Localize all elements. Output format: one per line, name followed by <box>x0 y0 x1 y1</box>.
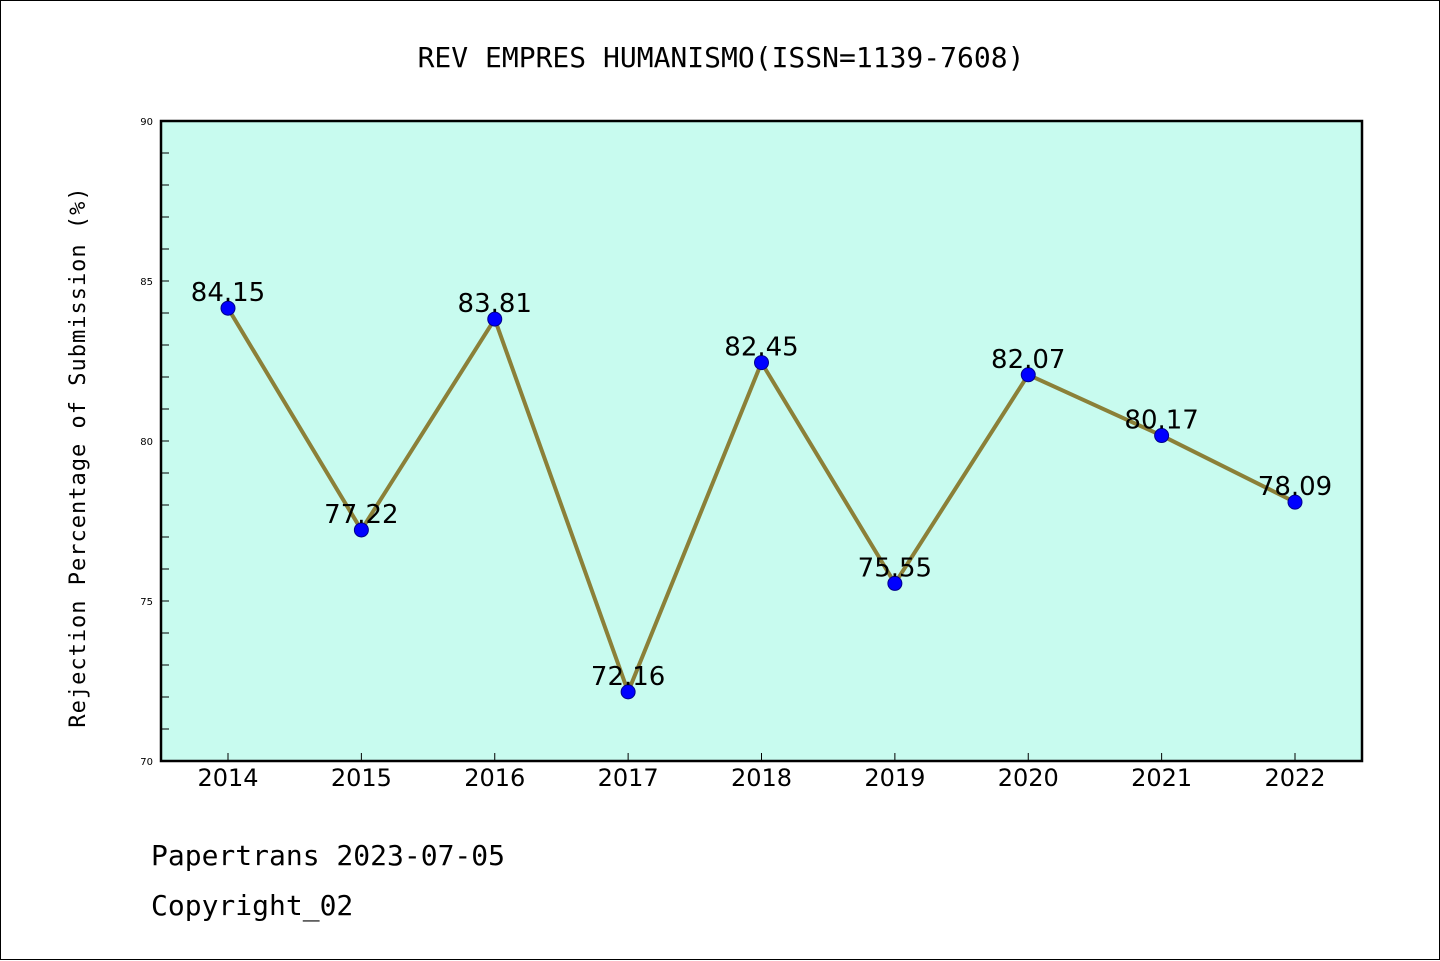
plot-background <box>161 121 1362 761</box>
y-tick-label: 85 <box>140 277 153 288</box>
y-tick-label: 90 <box>140 117 153 128</box>
x-axis: 2014 2015 2016 2017 2018 2019 2020 2021 2022 <box>197 753 1326 792</box>
x-tick-label: 2021 <box>1131 764 1192 792</box>
y-axis: 70 75 80 85 90 <box>140 117 169 768</box>
x-tick-label: 2017 <box>598 764 659 792</box>
data-labels: 84.15 77.22 83.81 72.16 82.45 75.55 82.07 80.17… <box>191 278 1332 692</box>
x-tick-label: 2022 <box>1264 764 1325 792</box>
data-label: 77.22 <box>324 500 398 530</box>
y-tick-label: 75 <box>140 597 153 608</box>
series-markers <box>220 300 1303 700</box>
line-segment <box>492 317 631 694</box>
data-point <box>353 522 369 538</box>
line-segment <box>1026 372 1164 438</box>
data-point <box>220 300 236 316</box>
data-point <box>754 355 769 371</box>
x-tick-label: 2015 <box>331 764 392 792</box>
data-point <box>887 575 903 591</box>
data-label: 82.07 <box>991 345 1065 375</box>
data-label: 82.45 <box>724 333 798 363</box>
y-axis-label: Rejection Percentage of Submission (%) <box>66 186 91 727</box>
data-point <box>1287 494 1303 510</box>
data-label: 78.09 <box>1258 472 1332 502</box>
x-tick-label: 2016 <box>464 764 525 792</box>
footer-date: Papertrans 2023-07-05 <box>151 839 505 872</box>
footer-copyright: Copyright_02 <box>151 889 353 923</box>
y-tick-label: 70 <box>140 757 153 768</box>
plot-border <box>159 119 1364 763</box>
series-line <box>226 306 1297 694</box>
data-label: 75.55 <box>858 553 932 583</box>
x-tick-label: 2019 <box>864 764 925 792</box>
data-label: 80.17 <box>1124 406 1198 436</box>
y-tick-label: 80 <box>140 437 153 448</box>
line-segment <box>359 317 497 532</box>
x-tick-label: 2018 <box>731 764 792 792</box>
data-label: 84.15 <box>191 278 265 308</box>
line-segment <box>226 306 364 532</box>
x-tick-label: 2020 <box>998 764 1059 792</box>
line-segment <box>892 372 1031 586</box>
data-point <box>487 311 503 327</box>
chart-title: REV EMPRES HUMANISMO(ISSN=1139-7608) <box>418 41 1025 74</box>
line-segment <box>626 360 764 694</box>
data-label: 72.16 <box>591 662 665 692</box>
line-segment <box>1159 433 1297 505</box>
data-label: 83.81 <box>458 289 532 319</box>
plot-area <box>161 121 1362 761</box>
data-point <box>1020 367 1036 383</box>
x-tick-label: 2014 <box>197 764 258 792</box>
data-point <box>620 684 636 700</box>
data-point <box>1154 428 1170 444</box>
line-segment <box>759 360 897 586</box>
